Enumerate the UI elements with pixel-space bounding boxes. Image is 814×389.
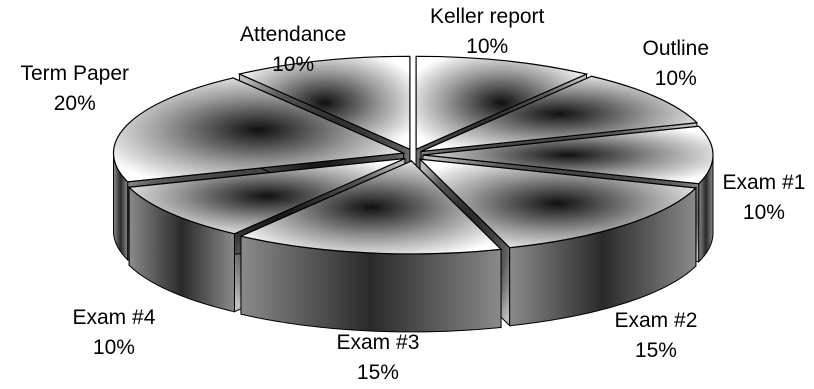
slice-category-label: Outline [642, 37, 710, 60]
slice-value-label: 15% [356, 361, 399, 384]
slice-top-exam-3 [239, 160, 503, 255]
slice-top-attendance [237, 55, 411, 151]
slice-category-label: Exam #4 [72, 306, 156, 329]
slice-label-term-paper: Term Paper 20% [21, 59, 130, 119]
slice-tops [112, 55, 714, 255]
slice-value-label: 10% [466, 35, 509, 58]
slice-category-label: Keller report [430, 5, 545, 28]
slice-label-outline: Outline 10% [643, 34, 710, 94]
slice-category-label: Exam #2 [614, 309, 698, 332]
slice-label-exam-2: Exam #2 15% [615, 306, 698, 366]
slice-value-label: 10% [92, 336, 135, 359]
slice-label-exam-1: Exam #1 10% [723, 168, 806, 228]
slice-label-keller-report: Keller report 10% [430, 2, 544, 62]
slice-category-label: Term Paper [20, 62, 130, 85]
slice-category-label: Exam #1 [722, 171, 806, 194]
slice-category-label: Attendance [240, 23, 347, 46]
slice-label-exam-3: Exam #3 15% [337, 328, 420, 388]
slice-value-label: 20% [53, 92, 96, 115]
slice-top-exam-2 [418, 158, 698, 249]
slice-category-label: Exam #3 [336, 331, 420, 354]
slice-label-attendance: Attendance 10% [240, 20, 346, 80]
slice-label-exam-4: Exam #4 10% [73, 303, 156, 363]
slice-top-keller-report [415, 55, 589, 151]
slice-value-label: 10% [654, 67, 697, 90]
slice-value-label: 15% [634, 339, 677, 362]
slice-value-label: 10% [272, 53, 315, 76]
slice-top-outline [420, 75, 699, 153]
slice-top-exam-4 [127, 157, 406, 235]
slice-value-label: 10% [742, 201, 785, 224]
slice-top-exam-1 [422, 125, 714, 185]
slice-top-term-paper [112, 77, 406, 183]
